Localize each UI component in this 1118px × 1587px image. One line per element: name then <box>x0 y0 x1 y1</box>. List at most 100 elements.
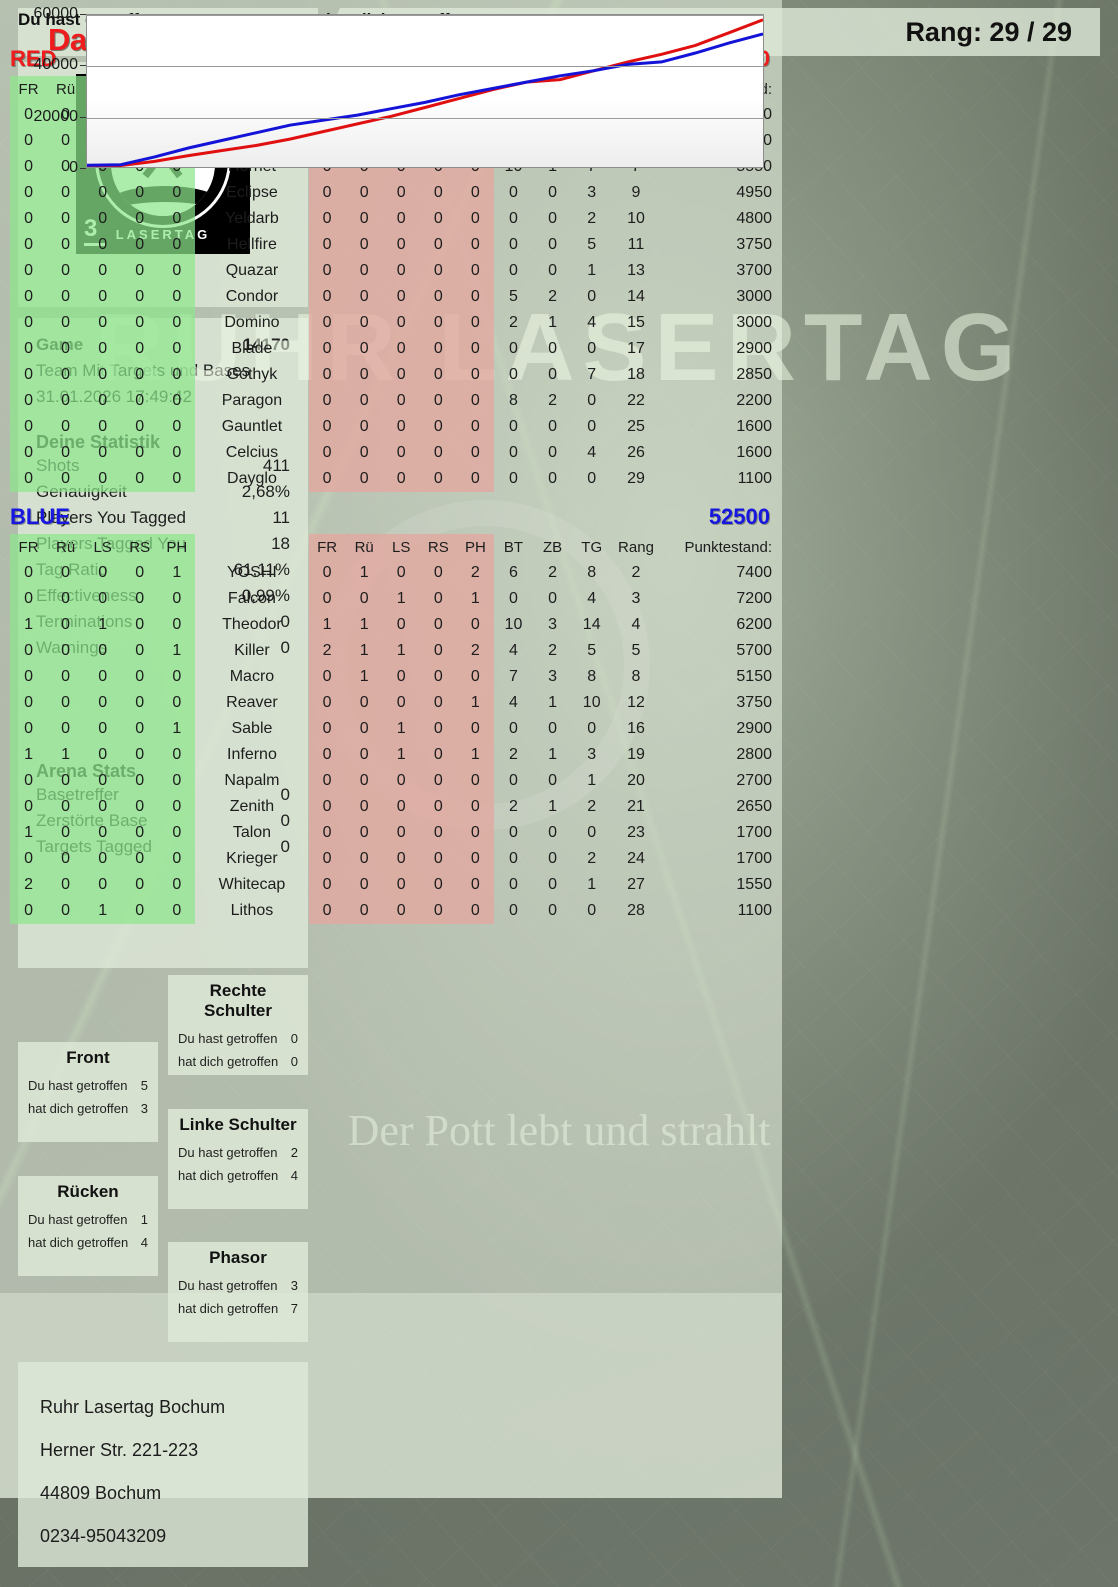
table-row[interactable]: 0 0 0 0 0 Quazar 0 0 0 0 0 0 0 1 13 3700 <box>10 258 772 284</box>
cell-got: 0 <box>456 362 494 388</box>
table-row[interactable]: 0 0 0 0 0 Hellfire 0 0 0 0 0 0 0 5 11 3750 <box>10 232 772 258</box>
cell-bt: 0 <box>509 444 518 461</box>
table-row[interactable]: 1 0 1 0 0 Theodor 1 1 0 0 0 10 3 14 4 6200 <box>10 612 772 638</box>
cell-zb: 0 <box>548 902 558 919</box>
table-row[interactable]: 0 0 0 0 0 Macro 0 1 0 0 0 7 3 8 8 5150 <box>10 664 772 690</box>
zone-box-ruecken: Rücken Du hast getroffen 1 hat dich getroff… <box>18 1176 158 1276</box>
player-stat-value: 2,68% <box>241 482 290 501</box>
cell-hit: 0 <box>84 742 122 768</box>
table-row[interactable]: 0 0 0 0 0 Falcon 0 0 1 0 1 0 0 4 3 7200 <box>10 586 772 612</box>
cell-player-name: Krieger <box>226 850 278 867</box>
cell-hit: 0 <box>47 310 85 336</box>
cell-rang: 28 <box>627 902 645 919</box>
cell-hit: 0 <box>121 846 159 872</box>
table-row[interactable]: 0 0 0 0 1 YOSHI 0 1 0 0 2 6 2 8 2 7400 <box>10 560 772 586</box>
cell-hit: 0 <box>10 258 48 284</box>
table-row[interactable]: 0 0 0 0 0 Blade 0 0 0 0 0 0 0 0 17 2900 <box>10 336 772 362</box>
cell-tg: 0 <box>587 470 597 487</box>
cell-tg: 0 <box>587 340 597 357</box>
cell-zb: 0 <box>548 340 558 357</box>
table-row[interactable]: 1 0 0 0 0 Talon 0 0 0 0 0 0 0 0 23 1700 <box>10 820 772 846</box>
zone-got-value: 7 <box>290 1301 298 1316</box>
cell-player-name: Inferno <box>227 746 277 763</box>
cell-got: 1 <box>308 612 346 638</box>
table-row[interactable]: 0 0 0 0 0 Condor 0 0 0 0 0 5 2 0 14 3000 <box>10 284 772 310</box>
zone-title: Phasor <box>209 1248 267 1267</box>
table-row[interactable]: 0 0 0 0 0 Paragon 0 0 0 0 0 8 2 0 22 2200 <box>10 388 772 414</box>
cell-hit: 0 <box>10 846 48 872</box>
cell-hit: 0 <box>10 414 48 440</box>
zone-box-phasor: Phasor Du hast getroffen 3 hat dich getroff… <box>168 1242 308 1342</box>
col-hit-Rü: Rü <box>47 534 85 560</box>
table-row[interactable]: 0 0 0 0 0 Dayglo 0 0 0 0 0 0 0 0 29 1100 <box>10 466 772 492</box>
cell-hit: 0 <box>84 310 122 336</box>
player-stat-value: 411 <box>262 456 290 475</box>
cell-bt: 2 <box>509 746 518 763</box>
cell-hit: 0 <box>47 336 85 362</box>
cell-tg: 14 <box>582 616 601 633</box>
cell-got: 0 <box>419 872 457 898</box>
col-got-Rü: Rü <box>345 534 383 560</box>
table-row[interactable]: 0 0 0 0 0 Reaver 0 0 0 0 1 4 1 10 12 3750 <box>10 690 772 716</box>
table-row[interactable]: 0 0 0 0 0 Domino 0 0 0 0 0 2 1 4 15 3000 <box>10 310 772 336</box>
cell-score: 5150 <box>736 668 772 685</box>
cell-got: 0 <box>419 664 457 690</box>
cell-got: 0 <box>456 898 494 924</box>
cell-hit: 0 <box>47 362 85 388</box>
cell-got: 0 <box>382 898 420 924</box>
table-row[interactable]: 0 0 0 0 0 Gauntlet 0 0 0 0 0 0 0 0 25 1600 <box>10 414 772 440</box>
cell-got: 0 <box>308 258 346 284</box>
cell-got: 0 <box>419 586 457 612</box>
cell-zb: 0 <box>548 236 558 253</box>
cell-got: 0 <box>382 362 420 388</box>
cell-hit: 0 <box>10 362 48 388</box>
table-row[interactable]: 0 0 0 0 1 Sable 0 0 1 0 0 0 0 0 16 2900 <box>10 716 772 742</box>
cell-got: 0 <box>382 560 420 586</box>
cell-bt: 4 <box>509 694 518 711</box>
table-row[interactable]: 0 0 0 0 0 Gothyk 0 0 0 0 0 0 0 7 18 2850 <box>10 362 772 388</box>
cell-got: 0 <box>419 414 457 440</box>
cell-got: 0 <box>308 768 346 794</box>
cell-hit: 0 <box>47 206 85 232</box>
table-row[interactable]: 0 0 0 0 0 Krieger 0 0 0 0 0 0 0 2 24 1700 <box>10 846 772 872</box>
cell-zb: 3 <box>548 668 558 685</box>
cell-bt: 2 <box>509 314 518 331</box>
cell-player-name: Zenith <box>229 798 275 815</box>
cell-hit: 1 <box>158 716 196 742</box>
cell-got: 0 <box>308 466 346 492</box>
cell-hit: 0 <box>10 664 48 690</box>
col-got-RS: RS <box>419 534 457 560</box>
cell-hit: 0 <box>121 820 159 846</box>
table-row[interactable]: 0 0 0 0 1 Killer 2 1 1 0 2 4 2 5 5 5700 <box>10 638 772 664</box>
table-row[interactable]: 0 0 0 0 0 Eclipse 0 0 0 0 0 0 0 3 9 4950 <box>10 180 772 206</box>
cell-tg: 2 <box>587 798 597 815</box>
table-row[interactable]: 0 0 1 0 0 Lithos 0 0 0 0 0 0 0 0 28 1100 <box>10 898 772 924</box>
cell-bt: 5 <box>509 288 518 305</box>
table-row[interactable]: 0 0 0 0 0 Yeldarb 0 0 0 0 0 0 0 2 10 4800 <box>10 206 772 232</box>
table-row[interactable]: 2 0 0 0 0 Whitecap 0 0 0 0 0 0 0 1 27 1550 <box>10 872 772 898</box>
cell-bt: 0 <box>509 262 518 279</box>
cell-bt: 0 <box>509 824 518 841</box>
cell-rang: 19 <box>627 746 645 763</box>
player-stat-row: Players You Tagged 11 <box>36 505 290 531</box>
cell-score: 2800 <box>736 746 772 763</box>
cell-tg: 0 <box>587 720 597 737</box>
cell-player-name: Blade <box>231 340 273 357</box>
cell-tg: 3 <box>587 746 597 763</box>
zone-got-value: 4 <box>290 1168 298 1183</box>
cell-hit: 0 <box>84 586 122 612</box>
cell-got: 0 <box>345 716 383 742</box>
cell-zb: 1 <box>548 746 558 763</box>
table-row[interactable]: 1 1 0 0 0 Inferno 0 0 1 0 1 2 1 3 19 2800 <box>10 742 772 768</box>
table-row[interactable]: 0 0 0 0 0 Celcius 0 0 0 0 0 0 0 4 26 1600 <box>10 440 772 466</box>
table-row[interactable]: 0 0 0 0 0 Zenith 0 0 0 0 0 2 1 2 21 2650 <box>10 794 772 820</box>
cell-got: 0 <box>456 180 494 206</box>
cell-hit: 0 <box>158 336 196 362</box>
cell-got: 0 <box>345 284 383 310</box>
zone-hit-value: 2 <box>290 1145 298 1160</box>
zone-hit-value: 0 <box>290 1031 298 1046</box>
table-row[interactable]: 0 0 0 0 0 Napalm 0 0 0 0 0 0 0 1 20 2700 <box>10 768 772 794</box>
cell-hit: 0 <box>10 586 48 612</box>
cell-hit: 0 <box>84 414 122 440</box>
cell-score: 3700 <box>736 262 772 279</box>
